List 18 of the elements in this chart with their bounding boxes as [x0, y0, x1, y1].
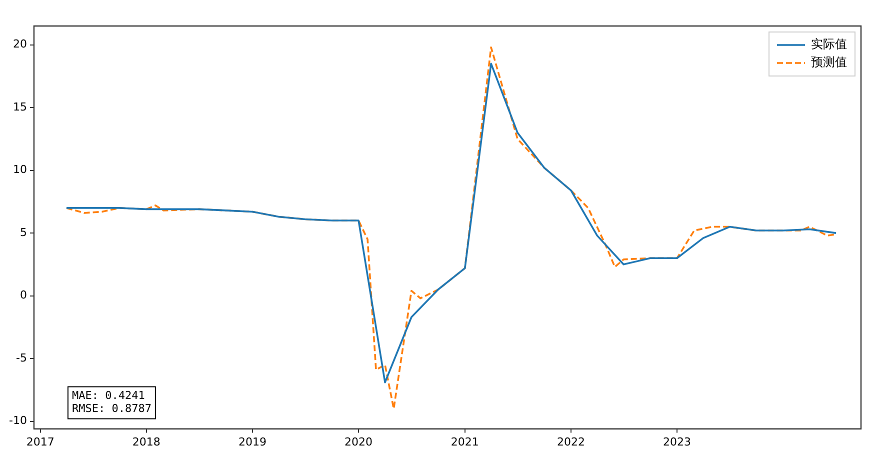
x-tick-label: 2019: [238, 435, 266, 448]
x-tick-label: 2018: [132, 435, 160, 448]
x-tick-label: 2020: [344, 435, 373, 448]
y-tick-label: 10: [12, 163, 27, 176]
y-tick-label: 15: [12, 100, 27, 114]
y-tick-label: -5: [16, 351, 27, 364]
annotation: RMSE: 0.8787: [72, 402, 152, 416]
x-tick-label: 2023: [663, 435, 692, 448]
legend-label: 预测值: [811, 55, 847, 70]
x-tick-label: 2021: [450, 435, 479, 448]
annotation: MAE: 0.4241: [72, 389, 145, 402]
y-tick-label: 5: [20, 226, 27, 239]
x-tick-label: 2017: [26, 435, 54, 448]
y-tick-label: 0: [20, 288, 27, 302]
y-tick-label: -10: [9, 414, 27, 428]
x-tick-label: 2022: [556, 435, 585, 448]
y-tick-label: 20: [12, 38, 27, 51]
legend-label: 实际值: [811, 37, 847, 52]
